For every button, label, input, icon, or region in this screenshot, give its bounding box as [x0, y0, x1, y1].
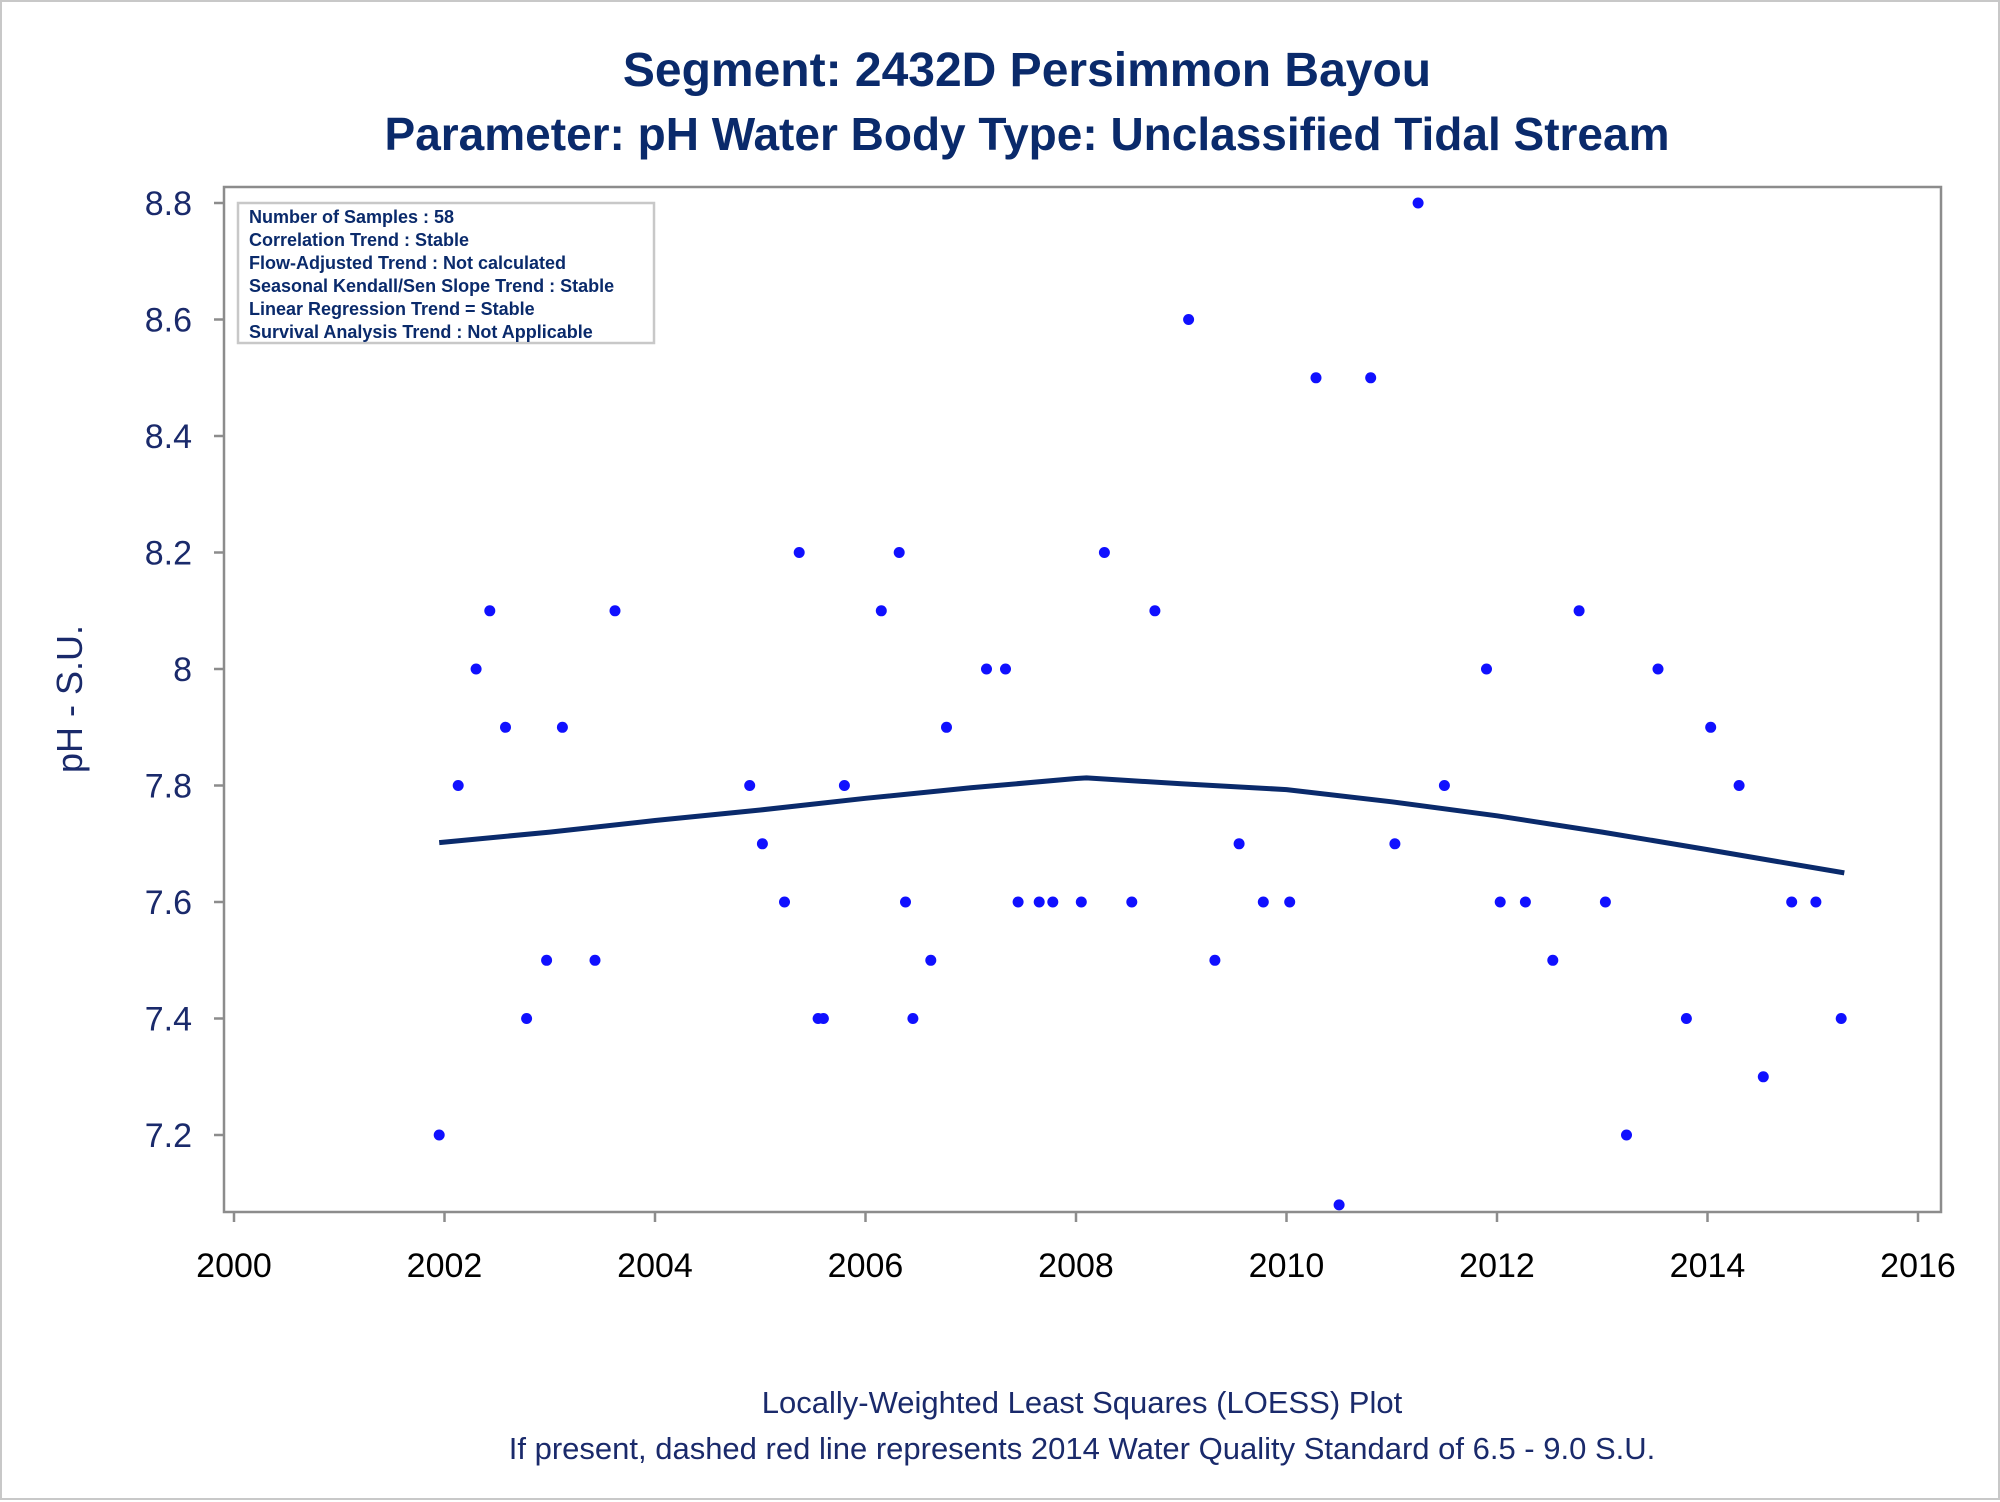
y-tick-label: 7.8	[145, 768, 192, 806]
data-point	[1149, 605, 1161, 617]
data-point	[541, 954, 553, 966]
data-point	[1000, 663, 1011, 675]
data-point	[433, 1129, 445, 1141]
data-point	[875, 605, 887, 617]
y-tick-label: 8.6	[145, 302, 192, 340]
loess-series	[438, 775, 1845, 876]
data-point	[1310, 372, 1322, 384]
loess-line	[438, 775, 1845, 876]
footnote-loess: Locally-Weighted Least Squares (LOESS) P…	[762, 1385, 1403, 1420]
chart-title: Segment: 2432D Persimmon Bayou	[623, 44, 1431, 97]
data-point	[1757, 1071, 1769, 1083]
data-point	[609, 605, 621, 617]
data-point	[1599, 896, 1611, 908]
scatter-series	[433, 197, 1847, 1211]
data-point	[817, 1013, 829, 1024]
x-tick-label: 2002	[407, 1247, 483, 1285]
chart-subtitle: Parameter: pH Water Body Type: Unclassif…	[385, 108, 1670, 160]
x-tick-label: 2008	[1038, 1247, 1114, 1285]
data-point	[452, 780, 464, 791]
data-point	[907, 1013, 919, 1024]
data-point	[1412, 197, 1424, 209]
data-point	[925, 954, 937, 966]
data-point	[1547, 954, 1559, 966]
x-tick-label: 2012	[1459, 1247, 1535, 1285]
y-tick-label: 8.4	[145, 418, 192, 456]
data-point	[470, 663, 482, 675]
stats-line: Linear Regression Trend = Stable	[249, 299, 535, 319]
data-point	[1652, 663, 1664, 675]
data-point	[589, 954, 601, 966]
stats-line: Survival Analysis Trend : Not Applicable	[249, 322, 593, 342]
stats-line: Correlation Trend : Stable	[249, 230, 469, 250]
plot-area-frame	[222, 185, 1943, 1214]
data-point	[744, 780, 756, 791]
data-point	[900, 896, 911, 908]
data-point	[1733, 780, 1745, 791]
data-point	[1075, 896, 1087, 908]
data-point	[1033, 896, 1045, 908]
data-point	[1209, 954, 1221, 966]
x-tick-label: 2000	[196, 1247, 272, 1285]
data-point	[1705, 721, 1717, 733]
x-tick-label: 2006	[828, 1247, 904, 1285]
x-tick-label: 2004	[617, 1247, 693, 1285]
data-point	[1835, 1013, 1847, 1024]
data-point	[1621, 1129, 1632, 1141]
data-point	[981, 663, 992, 675]
data-point	[756, 838, 768, 850]
data-point	[1333, 1199, 1345, 1211]
data-point	[1098, 547, 1110, 558]
y-tick-label: 8	[173, 651, 192, 689]
data-point	[1519, 896, 1531, 908]
y-tick-label: 8.8	[145, 185, 192, 223]
data-point	[838, 780, 850, 791]
data-point	[1257, 896, 1269, 908]
data-point	[556, 721, 568, 733]
x-tick-label: 2010	[1249, 1247, 1325, 1285]
data-point	[1810, 896, 1822, 908]
data-point	[1573, 605, 1585, 617]
data-point	[1233, 838, 1245, 850]
data-point	[893, 547, 905, 558]
data-point	[941, 721, 952, 733]
footnote-standard: If present, dashed red line represents 2…	[509, 1431, 1656, 1466]
y-tick-label: 7.6	[145, 884, 192, 922]
data-point	[1481, 663, 1492, 675]
data-point	[1126, 896, 1138, 908]
data-point	[1284, 896, 1296, 908]
y-tick-label: 7.4	[145, 1001, 192, 1039]
stats-line: Seasonal Kendall/Sen Slope Trend : Stabl…	[249, 276, 614, 296]
y-axis: 7.2 7.4 7.6 7.8 8 8.2 8.4 8.6 8.8	[145, 185, 224, 1155]
stats-box-frame	[236, 201, 656, 345]
data-point	[484, 605, 496, 617]
y-tick-label: 8.2	[145, 535, 192, 573]
x-tick-label: 2014	[1670, 1247, 1746, 1285]
data-point	[1786, 896, 1798, 908]
data-point	[521, 1013, 533, 1024]
data-point	[1494, 896, 1506, 908]
data-point	[1012, 896, 1024, 908]
data-point	[500, 721, 511, 733]
x-axis: 2000 2002 2004 2006 2008 2010 2012 2014 2016	[196, 1212, 1956, 1285]
x-tick-label: 2016	[1880, 1247, 1956, 1285]
stats-line: Number of Samples : 58	[249, 207, 454, 227]
data-point	[779, 896, 790, 908]
data-point	[793, 547, 805, 558]
data-point	[1183, 314, 1195, 325]
data-point	[1438, 780, 1450, 791]
stats-box: Number of Samples : 58 Correlation Trend…	[236, 201, 656, 345]
data-point	[1389, 838, 1401, 850]
data-point	[1365, 372, 1377, 384]
data-point	[1680, 1013, 1692, 1024]
stats-line: Flow-Adjusted Trend : Not calculated	[249, 253, 566, 273]
data-point	[1047, 896, 1059, 908]
y-axis-label: pH - S.U.	[49, 625, 90, 773]
y-tick-label: 7.2	[145, 1117, 192, 1155]
